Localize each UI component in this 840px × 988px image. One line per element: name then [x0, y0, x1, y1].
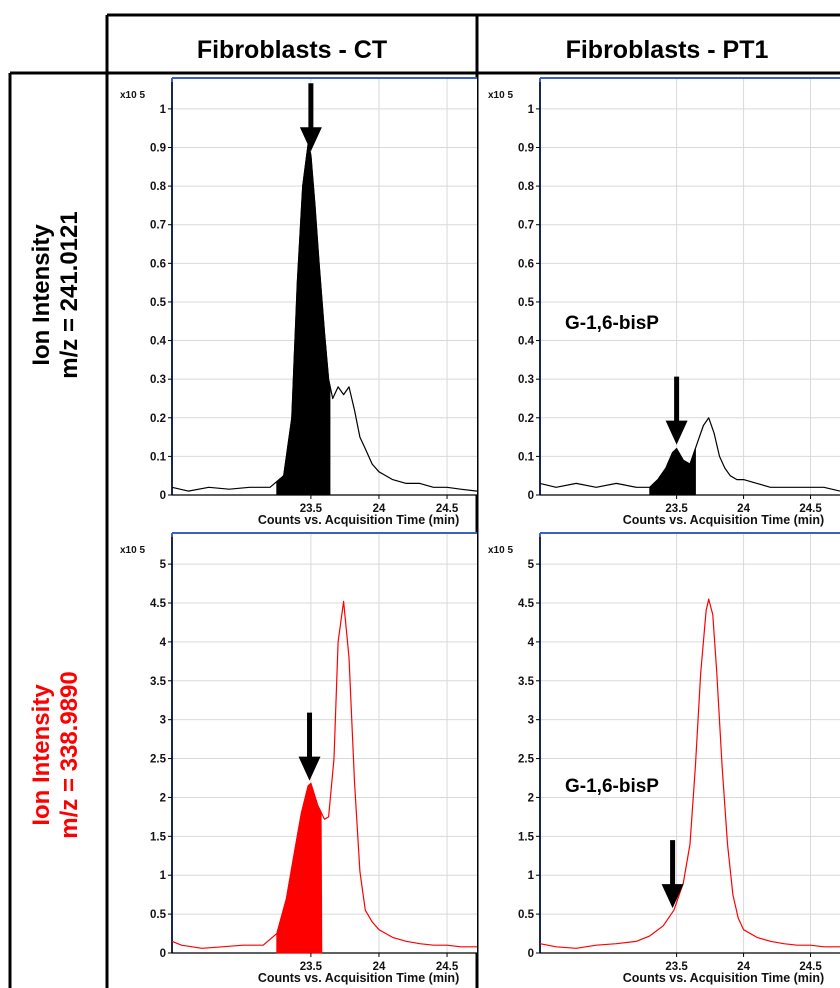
x-tick-label: 24.5 [436, 503, 459, 515]
y-tick-label: 0.1 [518, 451, 535, 463]
y-tick-label: 0.2 [518, 413, 534, 425]
y-tick-label: 4.5 [518, 598, 535, 610]
chart-panel-4: 0 0.5 1 1.5 2 2.5 3 3.5 4 4.5 5 x10 5 23.5 24 24.5Coun… [488, 532, 840, 985]
y-tick-label: 0.6 [150, 258, 166, 270]
plot-area [172, 533, 477, 953]
y-tick-label: 0.9 [518, 143, 534, 155]
y-tick-label: 1 [160, 104, 167, 116]
x-tick-label: 23.5 [300, 503, 323, 515]
x-axis-label: Counts vs. Acquisition Time (min) [623, 971, 824, 985]
y-tick-label: 3 [528, 715, 534, 727]
y-tick-label: 0.3 [150, 374, 166, 386]
peak-arrow [661, 840, 684, 909]
y-tick-label: 1.5 [518, 831, 535, 843]
peak-arrow [665, 376, 688, 445]
peak-arrow-head [299, 127, 322, 152]
peak-arrow [299, 83, 322, 152]
y-tick-label: 0.9 [150, 143, 166, 155]
row-label-bottom: Ion Intensity m/z = 338.9890 [28, 671, 83, 838]
chromatogram-trace [171, 143, 478, 492]
y-tick-label: 0.5 [518, 909, 535, 921]
peak-annotation: G-1,6-bisP [565, 776, 659, 797]
x-tick-label: 24.5 [799, 961, 822, 973]
y-tick-label: 0.5 [518, 297, 535, 309]
row-label-bottom-line2: m/z = 338.9890 [56, 671, 83, 838]
row-label-bottom-line1: Ion Intensity [28, 684, 55, 826]
y-tick-label: 0.2 [150, 413, 166, 425]
y-scale-label: x10 5 [488, 90, 513, 101]
y-tick-label: 1 [528, 870, 535, 882]
y-tick-label: 2.5 [150, 754, 167, 766]
peak-arrow-head [665, 420, 688, 445]
x-tick-label: 24.5 [799, 503, 822, 515]
y-tick-label: 0.8 [518, 181, 535, 193]
y-tick-label: 0.3 [518, 374, 534, 386]
y-tick-label: 4.5 [150, 598, 167, 610]
y-tick-label: 0.8 [150, 181, 167, 193]
y-tick-label: 0 [528, 948, 534, 960]
x-tick-label: 23.5 [665, 503, 688, 515]
y-tick-label: 2.5 [518, 754, 535, 766]
y-tick-label: 5 [160, 559, 167, 571]
y-tick-label: 0.4 [150, 336, 167, 348]
chromatogram-trace [539, 417, 840, 492]
x-axis-label: Counts vs. Acquisition Time (min) [258, 971, 459, 985]
y-tick-label: 3 [160, 715, 166, 727]
peak-arrow-head [661, 884, 684, 909]
y-tick-label: 4 [160, 637, 167, 649]
peak-annotation: G-1,6-bisP [565, 313, 659, 334]
y-tick-label: 1 [528, 104, 535, 116]
column-header-pt1: Fibroblasts - PT1 [566, 36, 769, 64]
y-tick-label: 2 [528, 792, 534, 804]
x-tick-label: 23.5 [300, 961, 323, 973]
y-tick-label: 0.7 [518, 220, 534, 232]
plot-area [540, 78, 840, 495]
y-tick-label: 0 [528, 490, 534, 502]
x-tick-label: 24 [373, 961, 386, 973]
row-label-top-line2: m/z = 241.0121 [56, 211, 83, 378]
peak-arrow-head [298, 756, 321, 781]
y-tick-label: 0 [160, 490, 166, 502]
chromatogram-trace [171, 600, 477, 949]
y-tick-label: 0.4 [518, 336, 535, 348]
x-tick-label: 24.5 [436, 961, 459, 973]
y-tick-label: 0.6 [518, 258, 534, 270]
y-tick-label: 0.5 [150, 909, 167, 921]
chart-panel-2: 0 0.1 0.2 0.3 0.4 0.5 0.6 0.7 0.8 0.9 1 x10 5 23.5 24… [488, 77, 840, 527]
chart-panel-1: 0 0.1 0.2 0.3 0.4 0.5 0.6 0.7 0.8 0.9 1 x10 5 23.5 24… [120, 77, 478, 527]
chromatogram-trace [539, 598, 840, 949]
x-tick-label: 23.5 [665, 961, 688, 973]
x-tick-label: 24 [373, 503, 386, 515]
peak-arrow [298, 712, 321, 781]
row-label-top: Ion Intensity m/z = 241.0121 [28, 211, 83, 378]
y-tick-label: 0 [160, 948, 166, 960]
x-axis-label: Counts vs. Acquisition Time (min) [623, 513, 824, 527]
y-tick-label: 3.5 [150, 676, 167, 688]
y-tick-label: 0.7 [150, 220, 166, 232]
x-axis-label: Counts vs. Acquisition Time (min) [258, 513, 459, 527]
y-tick-label: 2 [160, 792, 166, 804]
y-tick-label: 4 [528, 637, 535, 649]
y-tick-label: 1.5 [150, 831, 167, 843]
column-header-ct: Fibroblasts - CT [197, 36, 387, 64]
x-tick-label: 24 [737, 961, 750, 973]
y-scale-label: x10 5 [488, 545, 513, 556]
y-scale-label: x10 5 [120, 545, 145, 556]
y-scale-label: x10 5 [120, 90, 145, 101]
y-tick-label: 0.1 [150, 451, 167, 463]
x-tick-label: 24 [737, 503, 750, 515]
y-tick-label: 1 [160, 870, 167, 882]
row-label-top-line1: Ion Intensity [28, 224, 55, 366]
chart-panel-3: 0 0.5 1 1.5 2 2.5 3 3.5 4 4.5 5 x10 5 23.5 24 24.5Coun… [120, 532, 477, 985]
plot-area [540, 533, 840, 953]
y-tick-label: 3.5 [518, 676, 535, 688]
y-tick-label: 0.5 [150, 297, 167, 309]
y-tick-label: 5 [528, 559, 535, 571]
